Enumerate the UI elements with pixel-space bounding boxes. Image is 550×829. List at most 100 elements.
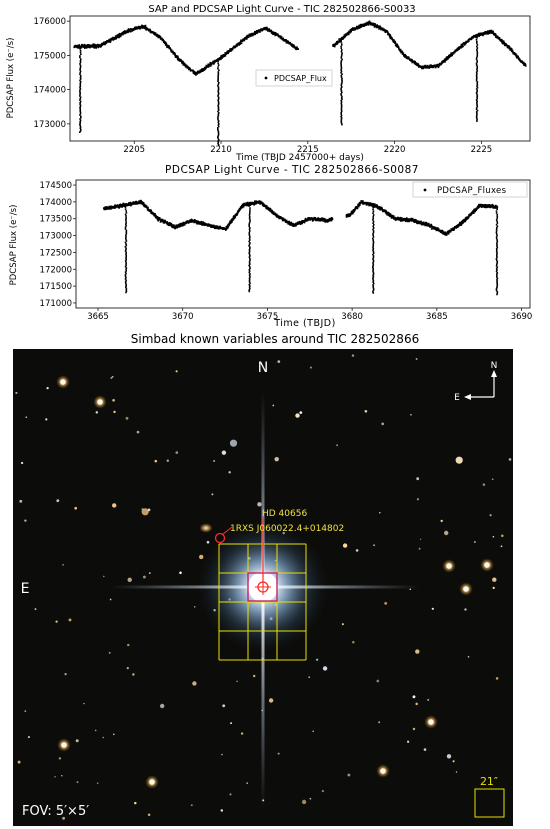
x-tick-label: 2210 — [210, 145, 232, 155]
field-star — [444, 530, 449, 536]
y-tick-labels: 171000 171500 172000 172500 173000 173500 1740… — [40, 181, 76, 309]
field-star — [134, 801, 137, 805]
field-star — [427, 698, 430, 701]
field-star — [452, 760, 455, 763]
field-star — [74, 506, 78, 510]
field-star — [220, 809, 224, 812]
field-star — [147, 813, 151, 817]
tess-pixel-grid — [218, 543, 307, 661]
y-tick-label: 172500 — [40, 248, 72, 258]
y-axis-label: PDCSAP Flux (e⁻/s) — [9, 205, 19, 286]
north-label: N — [258, 360, 268, 376]
y-tick-label: 174500 — [40, 181, 72, 191]
field-star — [272, 404, 275, 407]
field-star — [141, 508, 149, 516]
field-star — [336, 444, 338, 447]
series-points-pdcsap-flux — [73, 20, 527, 146]
bright-star — [97, 399, 103, 405]
field-star — [412, 727, 416, 731]
field-star — [240, 732, 244, 735]
data-points — [73, 20, 527, 146]
field-star — [109, 598, 112, 601]
bright-star — [484, 562, 490, 568]
field-star — [423, 748, 427, 751]
plot-frame — [75, 179, 531, 309]
field-star — [440, 519, 443, 523]
x-tick-label: 2225 — [471, 145, 493, 155]
bright-star — [463, 586, 469, 592]
field-star — [229, 439, 238, 447]
y-tick-label: 173000 — [34, 120, 66, 130]
field-star — [415, 649, 420, 654]
field-star — [489, 514, 492, 517]
compass-north-arrowhead — [491, 370, 497, 377]
field-star — [246, 782, 249, 785]
y-tick-label: 173500 — [40, 215, 72, 225]
field-star — [126, 667, 129, 670]
compass-east-label: E — [454, 393, 460, 403]
field-star — [179, 571, 182, 575]
field-star — [299, 411, 303, 414]
field-star — [24, 710, 27, 712]
field-star — [142, 575, 146, 579]
y-tick-labels: 173000 174000 175000 176000 — [34, 17, 70, 130]
field-star — [75, 739, 79, 743]
fov-label: FOV: 5′×5′ — [22, 804, 89, 819]
legend-box — [412, 181, 528, 198]
field-star — [24, 519, 27, 522]
y-tick-label: 174000 — [40, 198, 72, 208]
field-star — [229, 793, 232, 796]
field-star — [127, 643, 130, 647]
field-star — [473, 540, 476, 544]
bright-star — [428, 719, 434, 725]
field-star — [190, 804, 193, 807]
field-star — [211, 493, 214, 496]
light-curve-s0033: SAP and PDCSAP Light Curve - TIC 2825028… — [6, 4, 531, 163]
light-curve-s0087: PDCSAP Light Curve - TIC 282502866-S0087… — [9, 164, 533, 329]
field-star — [464, 608, 467, 611]
bright-star — [61, 742, 67, 748]
field-star — [384, 602, 388, 605]
legend: PDCSAP_Fluxes — [412, 181, 528, 198]
compass: N E — [454, 361, 497, 403]
field-star — [309, 797, 312, 800]
field-star — [54, 776, 56, 778]
field-star — [376, 679, 380, 683]
field-star — [355, 549, 359, 552]
field-star — [46, 386, 49, 390]
field-star — [102, 736, 104, 739]
field-star — [416, 477, 420, 481]
field-star — [58, 757, 62, 760]
field-star — [315, 658, 319, 661]
field-star — [277, 752, 280, 755]
compass-east-arrowhead — [464, 394, 471, 400]
field-star — [136, 430, 140, 434]
pixel-scale-box — [474, 788, 505, 818]
field-star — [322, 666, 328, 671]
field-star — [112, 733, 115, 736]
field-star — [108, 651, 111, 654]
field-star — [295, 413, 300, 418]
field-star — [501, 534, 504, 538]
field-star — [222, 704, 226, 708]
x-tick-label: 3690 — [511, 312, 533, 322]
field-star — [373, 544, 376, 547]
field-stars — [15, 354, 512, 820]
series-points-pdcsap-fluxes — [103, 199, 499, 296]
field-star — [112, 398, 115, 402]
field-star — [500, 545, 503, 548]
field-star — [25, 416, 28, 419]
field-star — [61, 774, 63, 777]
field-star — [27, 736, 30, 739]
chart-title: SAP and PDCSAP Light Curve - TIC 2825028… — [148, 4, 415, 15]
field-star — [455, 771, 458, 773]
field-star — [342, 543, 348, 548]
field-star — [141, 508, 144, 511]
field-star — [236, 680, 238, 682]
legend-marker — [423, 188, 427, 192]
field-star — [492, 577, 497, 582]
field-star — [257, 502, 262, 507]
field-star — [301, 799, 307, 805]
field-star — [206, 540, 210, 544]
x-tick-labels: 2205 2210 2215 2220 2225 — [123, 141, 492, 155]
